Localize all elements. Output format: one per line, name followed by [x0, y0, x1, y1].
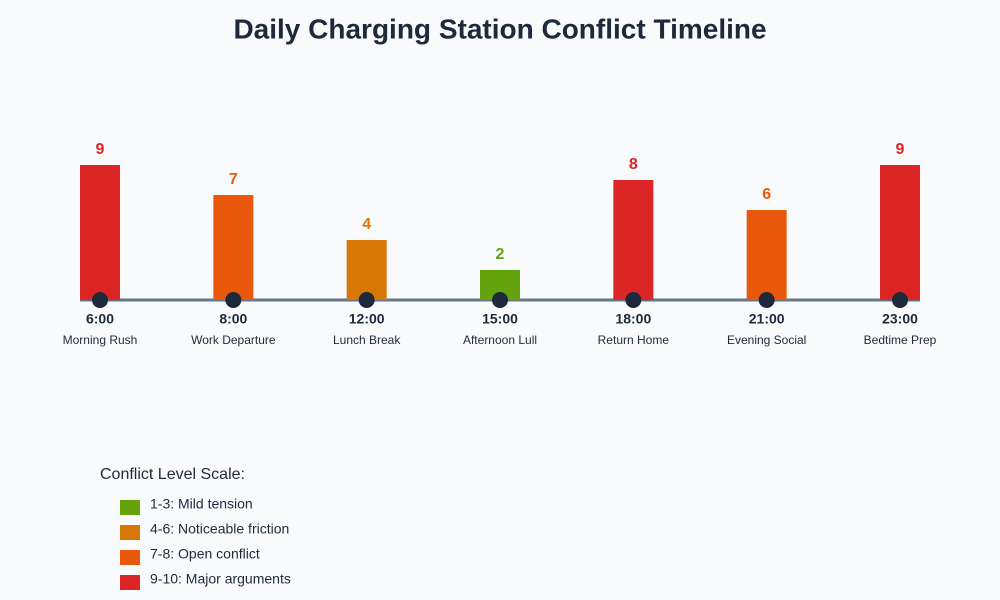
value-label: 7	[229, 171, 238, 188]
description-label: Afternoon Lull	[463, 333, 537, 347]
timeline-dot	[758, 292, 775, 308]
value-label: 4	[362, 216, 371, 233]
bar	[880, 165, 920, 300]
time-label: 18:00	[615, 311, 651, 327]
legend-swatch	[120, 575, 140, 590]
time-label: 12:00	[349, 311, 385, 327]
bar	[613, 180, 654, 300]
bar	[746, 210, 787, 300]
legend-swatch	[120, 525, 140, 540]
time-label: 23:00	[882, 311, 918, 327]
legend-title: Conflict Level Scale:	[100, 466, 245, 483]
value-label: 9	[96, 141, 105, 158]
value-label: 9	[896, 141, 905, 158]
value-label: 6	[762, 186, 771, 203]
description-label: Lunch Break	[333, 333, 401, 347]
description-label: Return Home	[598, 333, 670, 347]
description-label: Bedtime Prep	[864, 333, 937, 347]
bar	[80, 165, 120, 300]
legend-swatch	[120, 500, 140, 515]
timeline-dot	[92, 292, 108, 308]
description-label: Evening Social	[727, 333, 806, 347]
description-label: Morning Rush	[63, 333, 138, 347]
timeline-dot	[225, 292, 242, 308]
legend-label: 4-6: Noticeable friction	[150, 521, 289, 537]
legend-label: 7-8: Open conflict	[150, 546, 260, 562]
timeline-dot	[358, 292, 375, 308]
legend-swatch	[120, 550, 140, 565]
bar	[346, 240, 387, 300]
time-label: 15:00	[482, 311, 518, 327]
value-label: 2	[496, 246, 505, 263]
chart-title: Daily Charging Station Conflict Timeline	[233, 13, 766, 44]
timeline-dot	[492, 292, 508, 308]
legend-label: 9-10: Major arguments	[150, 571, 291, 587]
timeline-dot	[625, 292, 642, 308]
legend-label: 1-3: Mild tension	[150, 496, 253, 512]
bar	[213, 195, 254, 300]
timeline-dot	[892, 292, 908, 308]
time-label: 8:00	[219, 311, 247, 327]
value-label: 8	[629, 156, 638, 173]
time-label: 6:00	[86, 311, 114, 327]
time-label: 21:00	[749, 311, 785, 327]
description-label: Work Departure	[191, 333, 276, 347]
